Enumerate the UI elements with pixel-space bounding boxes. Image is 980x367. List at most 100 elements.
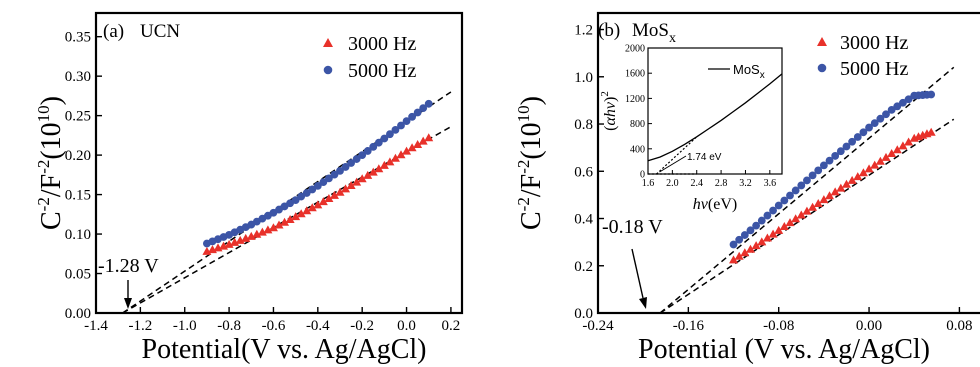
inset-legend-sub: x — [760, 70, 765, 81]
inset-curve — [647, 73, 783, 162]
point-a-0-33 — [385, 157, 395, 166]
point-b-0-29 — [892, 145, 902, 154]
ytick-label-a-4: 0.20 — [65, 148, 91, 164]
inset-xtick-label-5: 3.6 — [764, 178, 777, 189]
point-b-0-28 — [887, 149, 897, 158]
panel-a-legend: 3000 Hz 5000 Hz — [323, 33, 416, 82]
inset-x-axis-base: hv — [693, 196, 709, 213]
panel-a-intercept-arrow — [124, 280, 132, 309]
point-a-0-10 — [257, 227, 267, 236]
point-a-1-21 — [319, 178, 328, 187]
y-axis-a-close: ) — [36, 96, 67, 105]
point-a-1-34 — [391, 125, 400, 134]
point-a-0-26 — [346, 181, 356, 189]
point-a-0-32 — [379, 160, 389, 169]
xtick-label-a-6: -0.2 — [350, 318, 374, 334]
point-a-0-9 — [252, 229, 262, 238]
point-b-0-30 — [898, 141, 908, 150]
point-b-1-12 — [797, 181, 806, 190]
point-b-1-7 — [769, 206, 777, 215]
point-b-0-19 — [836, 183, 846, 192]
legend-a-3000-marker — [323, 38, 333, 47]
inset-bandgap-label: 1.74 eV — [687, 152, 722, 163]
inset-xtick-label-4: 3.2 — [739, 178, 752, 189]
ytick-label-b-6: 1.2 — [574, 23, 593, 39]
point-a-1-20 — [313, 181, 322, 190]
panel-b-inset: 1.6 2.0 2.4 2.8 3.2 3.6 0 400 800 1200 1600 2000 Mo… — [599, 44, 783, 213]
panel-b-material: MoSx — [632, 20, 676, 46]
panel-a-ticks: -1.4 -1.2 -1.0 -0.8 -0.6 -0.4 -0.2 0.0 0.2 0.00 0.… — [65, 30, 461, 334]
point-b-1-10 — [786, 191, 794, 200]
point-a-1-24 — [336, 166, 344, 175]
panel-b-fit-lines — [659, 66, 955, 314]
point-a-0-24 — [335, 187, 345, 196]
point-a-1-28 — [358, 151, 367, 160]
ytick-label-b-2: 0.4 — [574, 212, 593, 228]
point-a-1-18 — [302, 189, 311, 197]
point-b-1-4 — [752, 221, 761, 230]
point-b-0-8 — [774, 225, 784, 234]
legend-b-5000-marker — [817, 63, 827, 73]
ytick-label-b-1: 0.2 — [574, 259, 593, 275]
panel-b-series — [729, 90, 936, 264]
point-b-1-30 — [899, 98, 907, 107]
inset-xtick-label-1: 2.0 — [666, 178, 679, 189]
ytick-label-b-4: 0.8 — [574, 117, 593, 133]
inset-tangent — [656, 136, 698, 175]
inset-y-exp: 2 — [599, 91, 611, 97]
point-a-1-37 — [408, 112, 416, 121]
point-b-1-1 — [735, 235, 744, 244]
point-a-1-38 — [413, 108, 422, 117]
legend-a-3000-label: 3000 Hz — [348, 33, 416, 55]
y-axis-a-base: C — [36, 211, 67, 230]
point-a-1-40 — [424, 99, 433, 108]
point-b-0-14 — [808, 202, 818, 211]
panel-a-intercept-label: -1.28 V — [98, 255, 159, 277]
xtick-label-b-0: -0.24 — [582, 318, 614, 334]
ytick-label-b-3: 0.6 — [574, 164, 593, 180]
point-a-0-12 — [268, 223, 278, 232]
point-b-0-6 — [762, 233, 772, 242]
point-b-1-26 — [876, 114, 885, 123]
point-b-0-4 — [751, 241, 761, 250]
legend-a-5000-marker — [323, 65, 333, 75]
point-a-0-22 — [324, 194, 334, 203]
point-a-0-13 — [274, 220, 284, 229]
point-a-1-27 — [352, 155, 361, 163]
panel-b: -0.24 -0.16 -0.08 0.00 0.08 0.0 0.2 0.4 0.6 0.8 1.… — [514, 11, 980, 365]
inset-xtick-label-3: 2.8 — [715, 178, 728, 189]
point-a-0-40 — [424, 133, 434, 142]
point-a-0-18 — [302, 206, 312, 215]
panel-b-intercept-arrow — [631, 248, 647, 309]
point-b-0-31 — [904, 137, 914, 146]
point-a-1-31 — [374, 138, 383, 147]
point-a-1-22 — [325, 174, 333, 183]
series-b-0 — [729, 127, 936, 264]
ytick-label-a-0: 0.00 — [65, 306, 91, 322]
point-b-0-18 — [830, 187, 840, 196]
y-axis-b-paren: (10 — [516, 122, 547, 159]
point-a-1-26 — [347, 159, 355, 167]
point-b-1-2 — [740, 231, 749, 239]
xtick-label-a-3: -0.8 — [217, 318, 241, 334]
xtick-label-a-5: -0.4 — [306, 318, 330, 334]
fit-line-b-1 — [659, 66, 955, 314]
point-a-1-36 — [402, 117, 411, 126]
point-b-1-15 — [814, 166, 823, 175]
panel-b-y-axis-title: C-2/F-2(1010) — [514, 96, 547, 230]
point-b-1-8 — [774, 201, 783, 210]
point-a-0-8 — [246, 231, 256, 240]
point-b-1-16 — [819, 161, 828, 170]
y-axis-a-mid: /F — [36, 174, 67, 197]
ytick-label-a-7: 0.35 — [65, 30, 91, 46]
ytick-label-a-2: 0.10 — [65, 227, 91, 243]
panel-a-frame — [94, 11, 464, 315]
point-b-0-13 — [802, 206, 812, 215]
series-a-1 — [203, 99, 433, 248]
ytick-label-b-5: 1.0 — [574, 70, 593, 86]
legend-b-3000-marker — [817, 37, 827, 46]
point-b-0-7 — [768, 229, 778, 238]
inset-y-open: ( — [602, 126, 619, 131]
point-a-0-28 — [357, 174, 367, 183]
inset-legend-base: MoS — [733, 62, 760, 77]
